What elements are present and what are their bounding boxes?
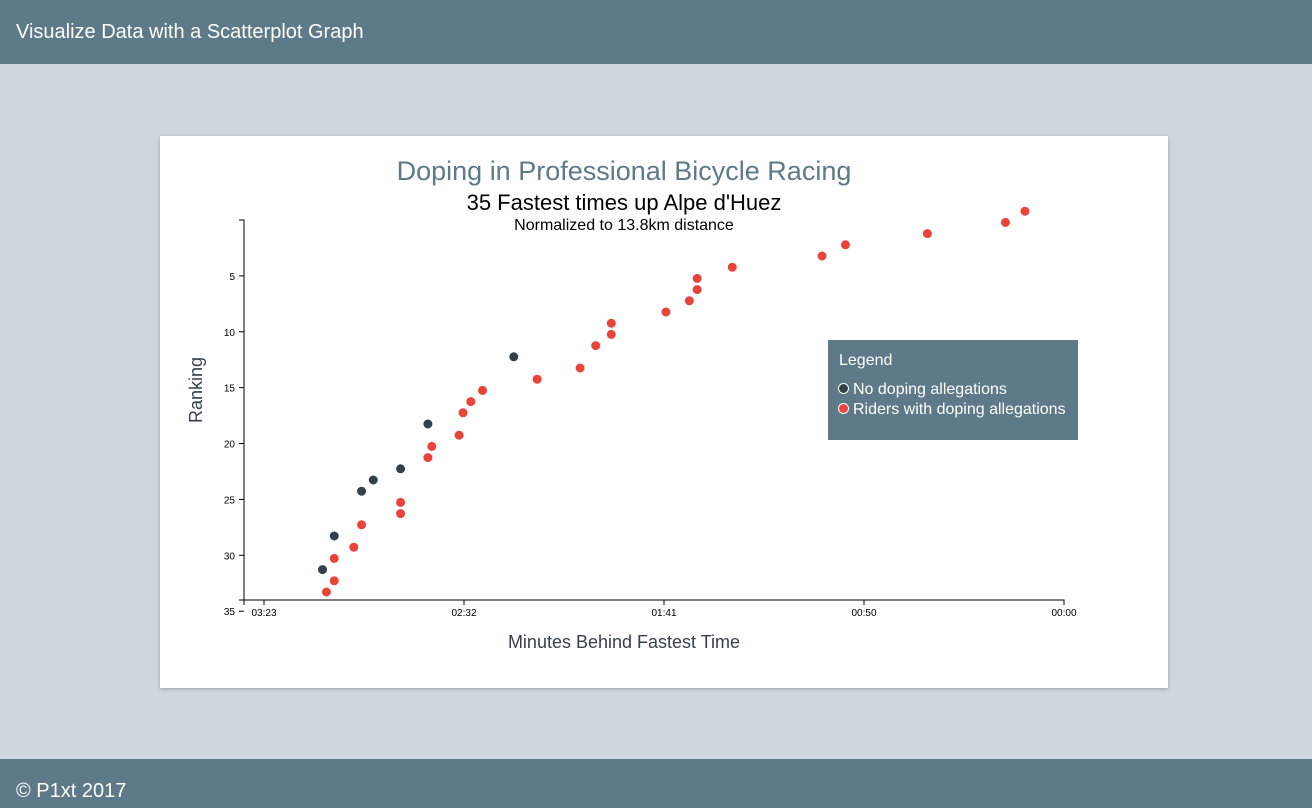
point-doping-10 [660, 306, 672, 318]
data-points [317, 205, 1031, 598]
chart-title: Doping in Professional Bicycle Racing [397, 156, 852, 186]
y-tick-label-20: 20 [224, 440, 236, 451]
point-doping-16 [531, 373, 543, 385]
point-doping-12 [605, 328, 617, 340]
legend-marker-doping [838, 402, 849, 414]
point-no-doping-14 [508, 351, 520, 363]
point-doping-11 [605, 317, 617, 329]
y-tick-label-10: 10 [224, 328, 236, 339]
point-doping-5 [816, 250, 828, 262]
x-tick-label-4: 00:00 [1051, 608, 1076, 619]
point-doping-21 [453, 429, 465, 441]
point-doping-18 [465, 396, 477, 408]
top-bar: Visualize Data with a Scatterplot Graph [0, 0, 1312, 64]
point-doping-28 [395, 508, 407, 520]
legend-title: Legend [839, 352, 893, 369]
point-doping-9 [683, 295, 695, 307]
y-tick-label-5: 5 [229, 272, 235, 283]
point-doping-4 [839, 239, 851, 251]
y-tick-label-25: 25 [224, 495, 236, 506]
y-tick-label-30: 30 [224, 551, 236, 562]
x-tick-label-0: 03:23 [251, 608, 276, 619]
point-doping-2 [999, 216, 1011, 228]
point-doping-3 [921, 228, 933, 240]
y-tick-label-35: 35 [224, 607, 236, 618]
point-doping-13 [590, 340, 602, 352]
chart-note: Normalized to 13.8km distance [514, 217, 734, 234]
x-axis-line [243, 599, 1065, 605]
point-doping-17 [477, 384, 489, 396]
y-axis-label: Ranking [186, 357, 206, 423]
point-no-doping-26 [356, 485, 368, 497]
legend-label-doping: Riders with doping allegations [853, 401, 1066, 418]
point-doping-32 [328, 552, 340, 564]
legend-item-no-doping: No doping allegations [838, 381, 1007, 399]
point-doping-29 [356, 519, 368, 531]
point-no-doping-20 [422, 418, 434, 430]
x-axis-label: Minutes Behind Fastest Time [508, 632, 740, 652]
point-doping-23 [422, 452, 434, 464]
point-no-doping-30 [328, 530, 340, 542]
point-doping-15 [574, 362, 586, 374]
y-tick-label-15: 15 [224, 384, 236, 395]
point-doping-27 [395, 496, 407, 508]
legend-label-no-doping: No doping allegations [853, 381, 1007, 398]
x-tick-label-1: 02:32 [451, 608, 476, 619]
copyright-text: © P1xt 2017 [16, 780, 127, 802]
point-doping-7 [691, 272, 703, 284]
legend-item-doping: Riders with doping allegations [838, 401, 1066, 419]
scatterplot-chart: Doping in Professional Bicycle Racing 35… [186, 156, 1077, 652]
point-doping-34 [328, 575, 340, 587]
chart-subtitle: 35 Fastest times up Alpe d'Huez [467, 190, 782, 215]
point-doping-35 [320, 586, 332, 598]
point-doping-22 [426, 440, 438, 452]
chart-card: Doping in Professional Bicycle Racing 35… [160, 136, 1168, 688]
point-doping-6 [726, 261, 738, 273]
page-title: Visualize Data with a Scatterplot Graph [16, 21, 364, 43]
x-tick-label-2: 01:41 [651, 608, 676, 619]
legend: Legend No doping allegations Riders with… [828, 340, 1078, 440]
point-doping-1 [1019, 205, 1031, 217]
point-no-doping-24 [395, 463, 407, 475]
x-tick-label-3: 00:50 [851, 608, 876, 619]
point-doping-31 [348, 541, 360, 553]
point-doping-8 [691, 284, 703, 296]
point-no-doping-25 [367, 474, 379, 486]
axes: 5 10 15 20 25 30 35 03:23 02:32 01:41 00:50 00:00 [224, 219, 1077, 619]
y-axis-line [239, 219, 245, 601]
point-doping-19 [457, 407, 469, 419]
point-no-doping-33 [317, 564, 329, 576]
footer: © P1xt 2017 [0, 759, 1312, 808]
legend-marker-no-doping [838, 382, 849, 394]
